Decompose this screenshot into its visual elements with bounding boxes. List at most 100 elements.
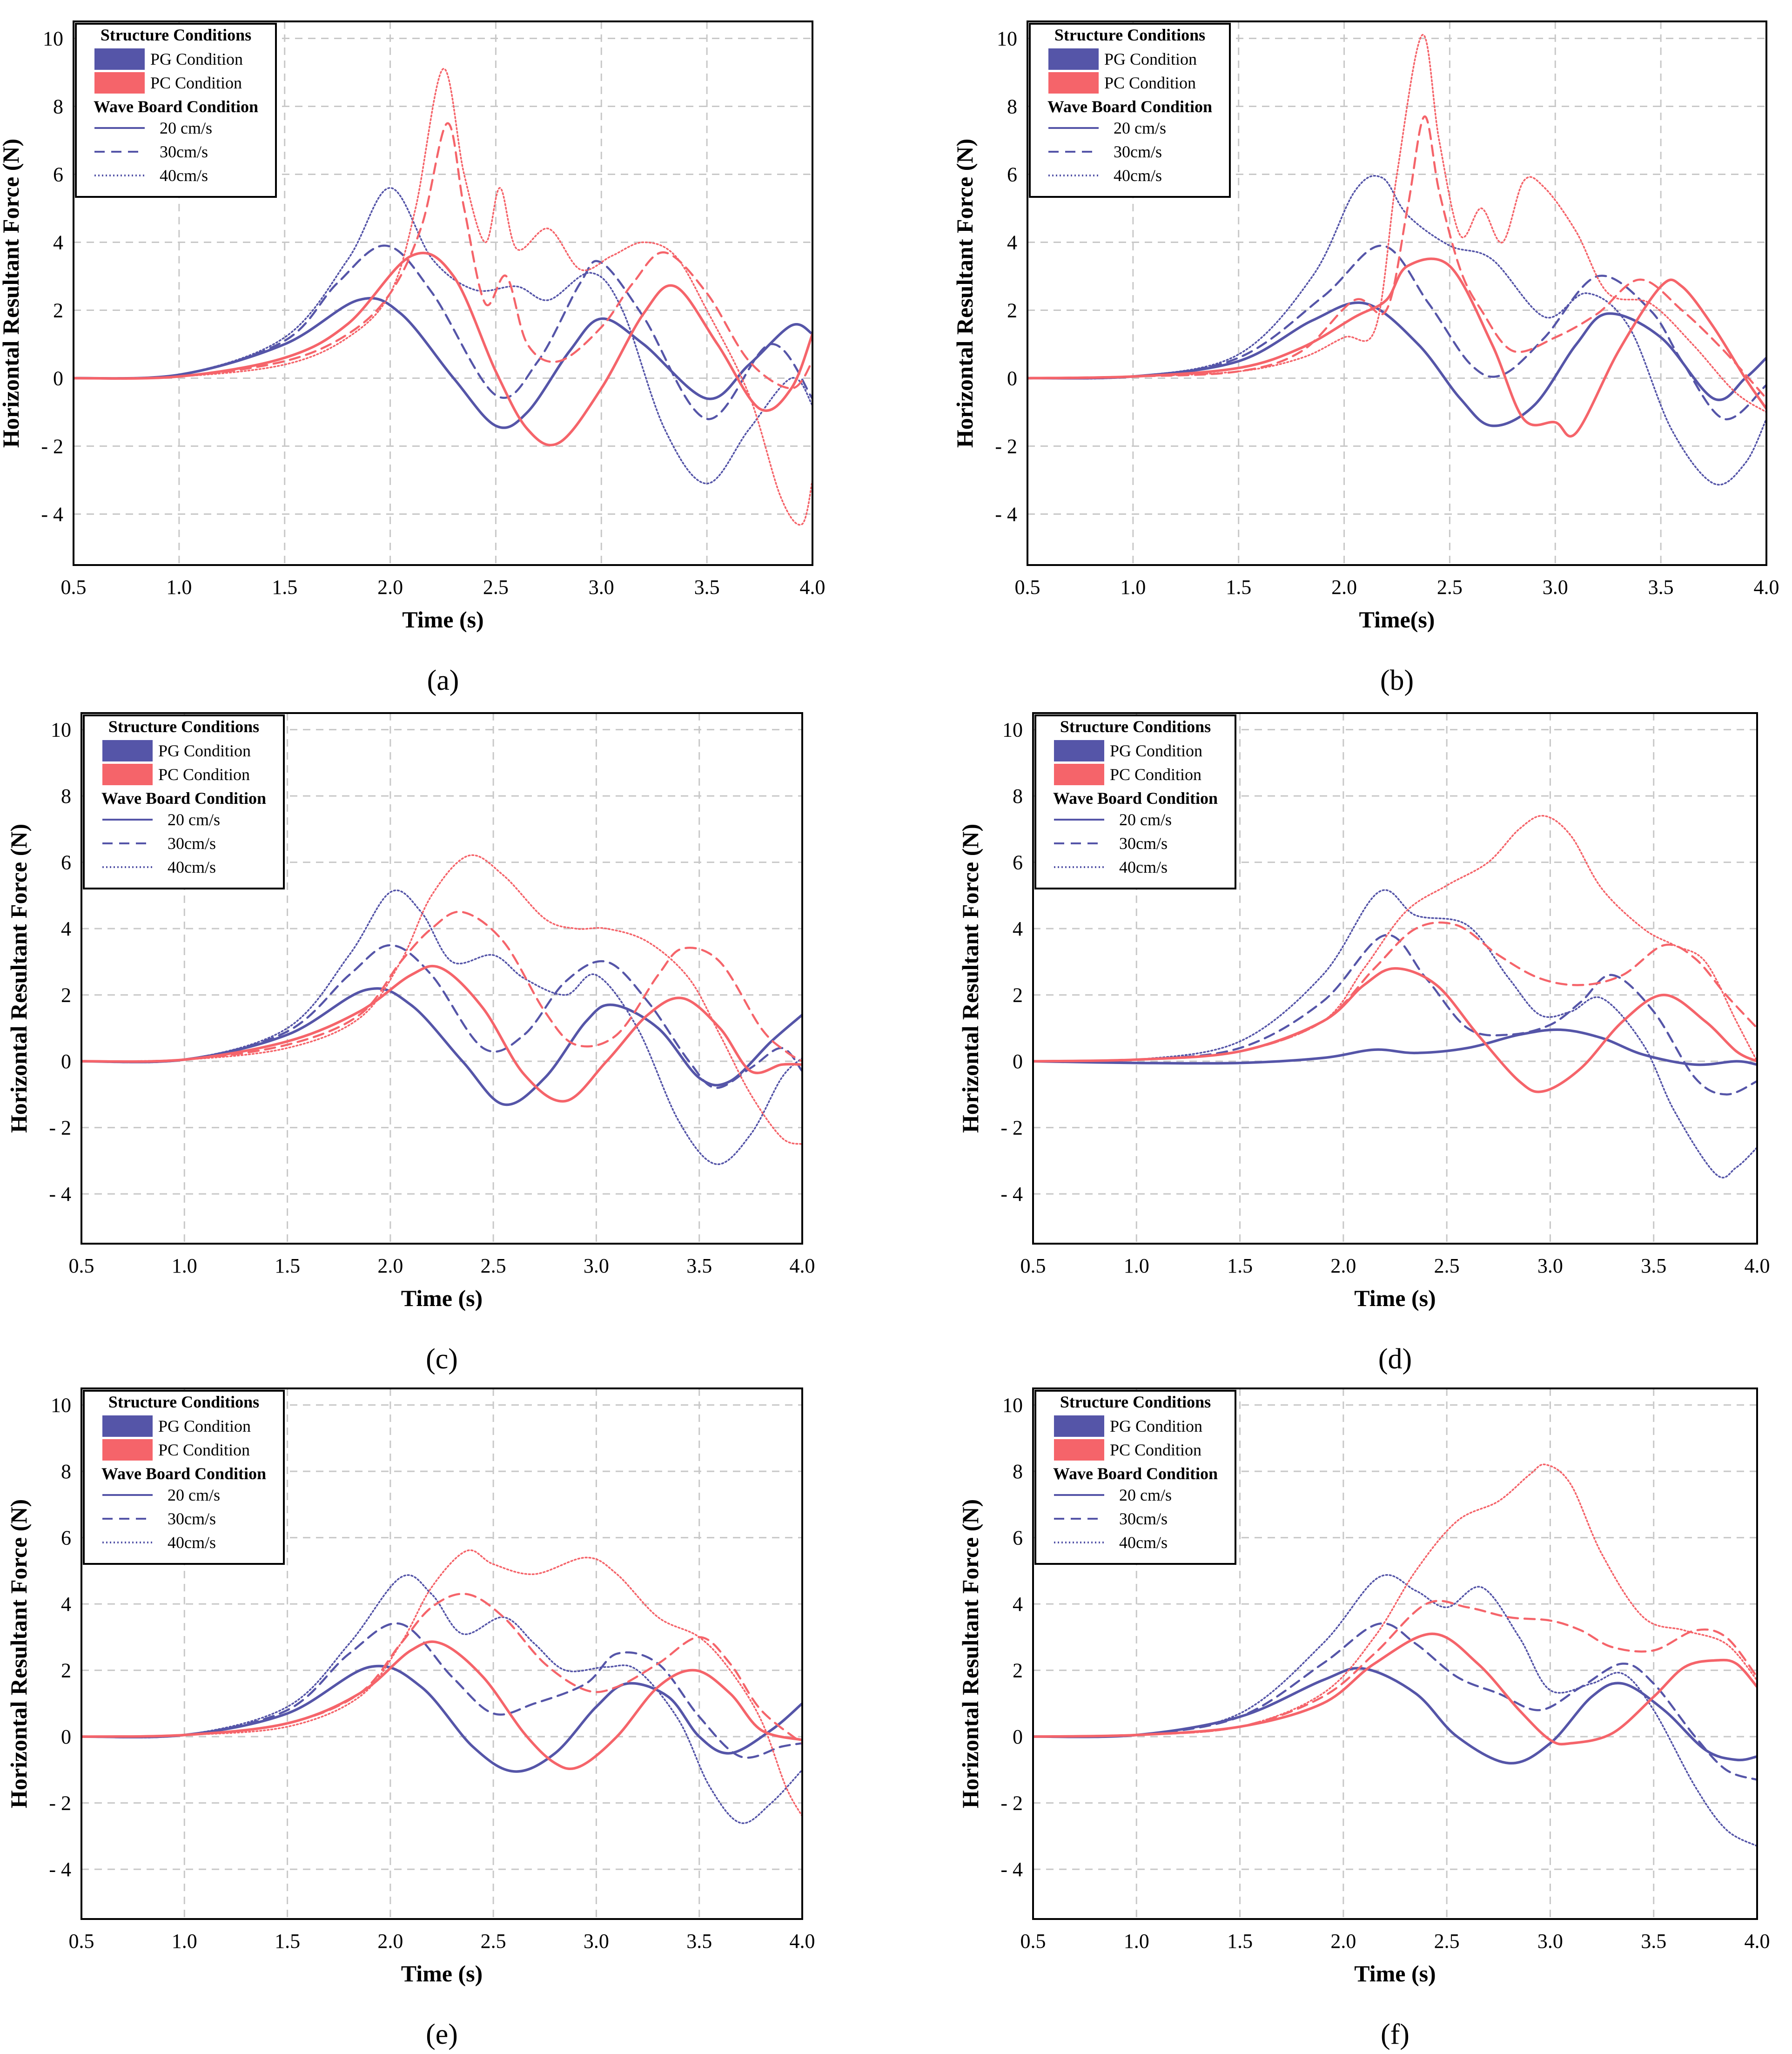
legend-pc-swatch xyxy=(102,1439,153,1461)
series-line-pc-30cm-s xyxy=(81,910,802,1063)
legend-pc-swatch xyxy=(94,72,145,94)
x-tick-label: 2.5 xyxy=(1434,1254,1460,1277)
panel-label: (c) xyxy=(426,1343,458,1375)
x-axis-title: Time (s) xyxy=(1354,1960,1436,1987)
legend-pc-label: PC Condition xyxy=(150,74,242,92)
series-line-pg-30cm-s xyxy=(74,244,812,420)
panel-label: (e) xyxy=(426,2019,458,2050)
series-line-pc-20-cm-s xyxy=(81,1640,802,1771)
series-group xyxy=(81,1549,802,1824)
series-line-pc-40cm-s xyxy=(1027,34,1766,413)
y-axis-title: Horizontal Resultant Force (N) xyxy=(957,1499,983,1808)
legend-pg-swatch xyxy=(102,1415,153,1437)
legend-structure-title: Structure Conditions xyxy=(1054,26,1205,44)
y-tick-label: 0 xyxy=(1013,1050,1023,1073)
y-tick-label: 4 xyxy=(61,917,71,940)
x-tick-label: 3.5 xyxy=(686,1930,712,1953)
series-group xyxy=(74,68,812,526)
legend-pc-label: PC Condition xyxy=(1104,74,1196,92)
series-group xyxy=(1033,1463,1757,1847)
series-line-pg-20-cm-s xyxy=(81,1664,802,1773)
x-tick-label: 4.0 xyxy=(800,576,826,599)
x-tick-label: 1.5 xyxy=(1227,1930,1253,1953)
series-line-pg-40cm-s xyxy=(1033,889,1757,1179)
y-tick-label: 8 xyxy=(1013,785,1023,808)
legend-pc-label: PC Condition xyxy=(158,765,250,784)
legend-speed-label: 40cm/s xyxy=(1114,166,1162,185)
legend-speed-label: 30cm/s xyxy=(1114,142,1162,161)
legend-structure-title: Structure Conditions xyxy=(101,26,251,44)
y-tick-label: 6 xyxy=(1013,1527,1023,1549)
series-line-pg-20-cm-s xyxy=(1027,301,1766,427)
x-tick-label: 2.5 xyxy=(481,1254,506,1277)
legend: Structure Conditions PG Condition PC Condi… xyxy=(75,23,277,198)
legend-pc-swatch xyxy=(1054,764,1104,785)
legend-pc-label: PC Condition xyxy=(1110,765,1201,784)
legend-pg-swatch xyxy=(1054,740,1104,761)
legend-pg-label: PG Condition xyxy=(158,741,251,760)
series-line-pg-40cm-s xyxy=(81,889,802,1165)
y-tick-label: 10 xyxy=(1002,719,1023,741)
legend-speed-label: 20 cm/s xyxy=(160,119,212,137)
legend-speed-label: 40cm/s xyxy=(168,858,216,876)
x-tick-label: 1.0 xyxy=(172,1254,197,1277)
series-group xyxy=(81,854,802,1165)
legend-speed-label: 20 cm/s xyxy=(1119,1486,1172,1504)
x-tick-label: 3.5 xyxy=(686,1254,712,1277)
x-tick-label: 1.0 xyxy=(172,1930,197,1953)
plot-frame xyxy=(81,712,803,1245)
plot-frame xyxy=(81,1387,803,1920)
legend-wave-title: Wave Board Condition xyxy=(101,789,266,808)
y-tick-label: - 2 xyxy=(49,1792,71,1815)
y-axis-title: Horizontal Resultant Force (N) xyxy=(957,824,983,1133)
x-tick-label: 2.0 xyxy=(377,1930,403,1953)
x-tick-label: 2.5 xyxy=(1437,576,1463,599)
x-tick-label: 0.5 xyxy=(1020,1254,1046,1277)
x-tick-label: 3.5 xyxy=(694,576,720,599)
x-tick-label: 3.0 xyxy=(589,576,614,599)
legend-pg-swatch xyxy=(94,48,145,70)
x-tick-label: 4.0 xyxy=(1754,576,1779,599)
legend: Structure Conditions PG Condition PC Condi… xyxy=(83,1390,285,1565)
y-tick-label: 6 xyxy=(61,851,71,874)
y-tick-label: 2 xyxy=(1013,1659,1023,1682)
series-line-pg-30cm-s xyxy=(1027,244,1766,420)
y-tick-label: - 4 xyxy=(995,503,1017,526)
legend-speed-label: 30cm/s xyxy=(1119,834,1168,853)
y-tick-label: 8 xyxy=(1013,1460,1023,1483)
chart-panel-b: 0.5 1.0 1.5 2.0 2.5 3.0 3.5 4.0 10 8 6 4 2 0 - 2 - 4 Tim… xyxy=(952,20,1779,696)
x-tick-label: 0.5 xyxy=(1015,576,1040,599)
x-axis-title: Time (s) xyxy=(401,1960,483,1987)
series-line-pg-40cm-s xyxy=(1033,1574,1757,1847)
series-line-pc-20-cm-s xyxy=(1033,1632,1757,1746)
x-tick-label: 1.0 xyxy=(1124,1930,1149,1953)
x-tick-label: 1.5 xyxy=(1227,1254,1253,1277)
y-tick-label: - 2 xyxy=(41,435,63,458)
y-tick-label: 0 xyxy=(1013,1725,1023,1748)
x-tick-label: 1.5 xyxy=(272,576,297,599)
legend-structure-title: Structure Conditions xyxy=(1060,1393,1211,1411)
legend-speed-label: 30cm/s xyxy=(168,834,216,853)
series-line-pc-30cm-s xyxy=(1027,115,1766,400)
legend-pg-label: PG Condition xyxy=(1104,50,1197,68)
panel-label: (d) xyxy=(1378,1343,1412,1375)
y-tick-label: 6 xyxy=(1013,851,1023,874)
legend-speed-label: 30cm/s xyxy=(1119,1509,1168,1528)
x-axis-title: Time(s) xyxy=(1359,606,1435,633)
y-tick-label: 8 xyxy=(61,785,71,808)
legend-speed-label: 20 cm/s xyxy=(1114,119,1166,137)
x-tick-label: 1.5 xyxy=(275,1254,300,1277)
y-tick-label: 0 xyxy=(53,367,63,390)
legend-wave-title: Wave Board Condition xyxy=(1053,1464,1218,1483)
plot-frame xyxy=(1032,712,1758,1245)
legend-pg-swatch xyxy=(1048,48,1099,70)
legend-speed-label: 40cm/s xyxy=(1119,1533,1168,1552)
chart-panel-a: 0.5 1.0 1.5 2.0 2.5 3.0 3.5 4.0 10 8 6 4 2 0 - 2 - 4 Tim… xyxy=(0,20,826,696)
plot-frame xyxy=(1027,20,1767,566)
series-line-pc-40cm-s xyxy=(1033,1463,1757,1737)
legend: Structure Conditions PG Condition PC Condi… xyxy=(1034,1390,1236,1565)
x-tick-label: 2.0 xyxy=(1331,576,1357,599)
legend-speed-label: 40cm/s xyxy=(168,1533,216,1552)
x-tick-label: 3.5 xyxy=(1641,1254,1666,1277)
